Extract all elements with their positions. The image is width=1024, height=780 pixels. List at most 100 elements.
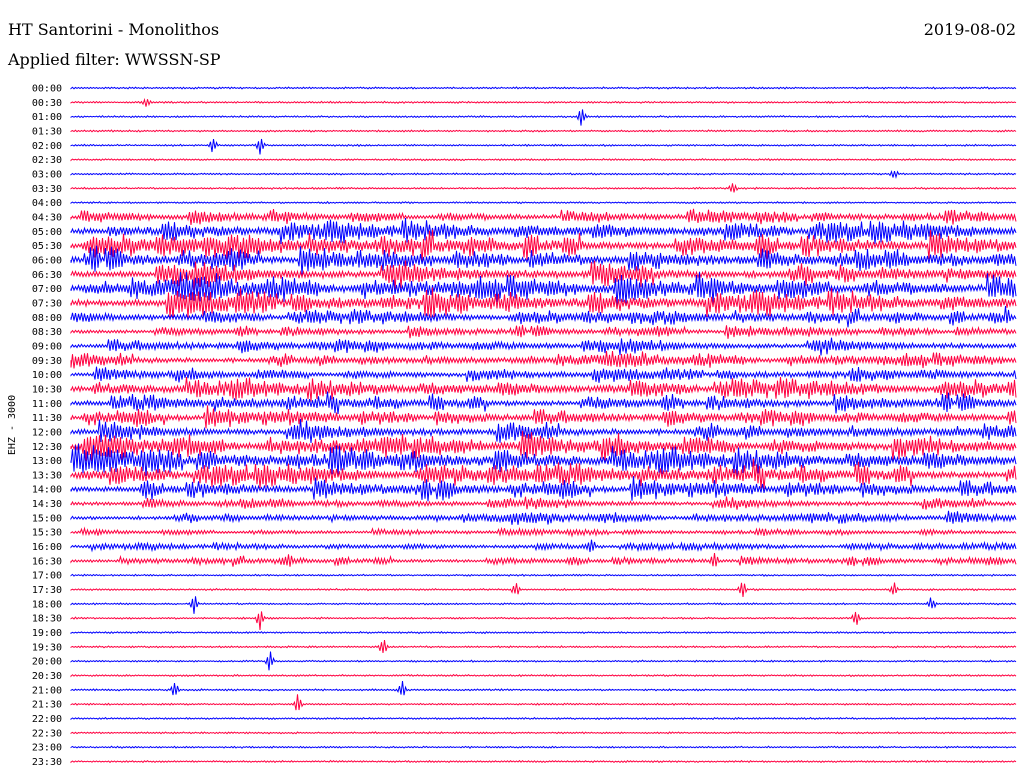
tick-label: 22:00 (32, 714, 62, 725)
tick-label: 18:00 (32, 599, 62, 610)
tick-label-layer: 00:00 00:30 01:00 01:30 02:00 02:30 03:00 03:30… (32, 84, 62, 769)
y-axis-label: EHZ - 3000 (7, 395, 18, 455)
filter-label: Applied filter: WWSSN-SP (8, 50, 221, 69)
tick-label: 17:30 (32, 585, 62, 596)
trace-line (70, 496, 1017, 510)
tick-label: 02:30 (32, 155, 62, 166)
tick-label: 05:00 (32, 227, 62, 238)
tick-label: 16:00 (32, 542, 62, 553)
trace-line (70, 694, 1017, 711)
trace-line (70, 217, 1017, 244)
trace-line (70, 430, 1017, 462)
trace-line (70, 260, 1017, 291)
trace-line (70, 611, 1017, 631)
tick-label: 06:30 (32, 270, 62, 281)
tick-label: 13:00 (32, 456, 62, 467)
tick-label: 04:30 (32, 212, 62, 223)
tick-label: 20:30 (32, 671, 62, 682)
trace-line (70, 350, 1017, 369)
trace-line (70, 229, 1017, 263)
trace-line (70, 745, 1017, 749)
date-label: 2019-08-02 (923, 20, 1016, 39)
trace-line (70, 337, 1017, 356)
tick-label: 22:30 (32, 728, 62, 739)
tick-label: 15:00 (32, 513, 62, 524)
trace-line (70, 109, 1017, 126)
tick-label: 00:00 (32, 84, 62, 95)
trace-line (70, 673, 1017, 678)
tick-label: 21:30 (32, 700, 62, 711)
tick-label: 19:00 (32, 628, 62, 639)
tick-label: 01:30 (32, 126, 62, 137)
trace-line (70, 129, 1017, 133)
tick-label: 05:30 (32, 241, 62, 252)
trace-line (70, 510, 1017, 525)
trace-line (70, 573, 1017, 577)
trace-line (70, 366, 1017, 383)
tick-label: 07:00 (32, 284, 62, 295)
trace-line (70, 324, 1017, 339)
tick-label: 06:00 (32, 255, 62, 266)
trace-line (70, 582, 1017, 597)
tick-label: 12:30 (32, 442, 62, 453)
trace-line (70, 630, 1017, 635)
tick-label: 17:00 (32, 571, 62, 582)
tick-label: 10:30 (32, 384, 62, 395)
tick-label: 16:30 (32, 556, 62, 567)
tick-label: 01:00 (32, 112, 62, 123)
tick-label: 14:00 (32, 485, 62, 496)
trace-line (70, 443, 1017, 477)
trace-line (70, 458, 1017, 490)
tick-label: 09:00 (32, 341, 62, 352)
tick-label: 07:30 (32, 298, 62, 309)
tick-label: 13:30 (32, 470, 62, 481)
trace-line (70, 539, 1017, 553)
trace-line (70, 305, 1017, 328)
tick-label: 08:30 (32, 327, 62, 338)
trace-line (70, 138, 1017, 155)
trace-line (70, 419, 1017, 443)
trace-line (70, 169, 1017, 180)
trace-line (70, 651, 1017, 671)
tick-label: 23:30 (32, 757, 62, 768)
trace-line (70, 377, 1017, 402)
trace-line (70, 183, 1017, 193)
trace-line (70, 596, 1017, 614)
tick-label: 08:00 (32, 313, 62, 324)
trace-line (70, 208, 1017, 225)
trace-line (70, 391, 1017, 414)
tick-label: 10:00 (32, 370, 62, 381)
trace-line (70, 552, 1017, 568)
trace-line (70, 716, 1017, 721)
tick-label: 15:30 (32, 528, 62, 539)
tick-label: 04:00 (32, 198, 62, 209)
trace-line (70, 245, 1017, 276)
tick-label: 11:00 (32, 399, 62, 410)
tick-label: 20:00 (32, 657, 62, 668)
tick-label: 14:30 (32, 499, 62, 510)
trace-line (70, 405, 1017, 429)
trace-layer (70, 86, 1017, 764)
station-title: HT Santorini - Monolithos (8, 20, 220, 39)
trace-line (70, 526, 1017, 538)
trace-line (70, 681, 1017, 696)
trace-line (70, 476, 1017, 502)
tick-label: 18:30 (32, 614, 62, 625)
tick-label: 12:00 (32, 427, 62, 438)
trace-line (70, 731, 1017, 735)
tick-label: 11:30 (32, 413, 62, 424)
tick-label: 02:00 (32, 141, 62, 152)
trace-line (70, 157, 1017, 162)
tick-label: 21:00 (32, 685, 62, 696)
trace-line (70, 287, 1017, 320)
tick-label: 03:00 (32, 169, 62, 180)
tick-label: 03:30 (32, 184, 62, 195)
tick-label: 09:30 (32, 356, 62, 367)
trace-line (70, 86, 1017, 90)
trace-line (70, 200, 1017, 205)
tick-label: 00:30 (32, 98, 62, 109)
trace-line (70, 271, 1017, 306)
trace-line (70, 759, 1017, 764)
tick-label: 23:00 (32, 743, 62, 754)
